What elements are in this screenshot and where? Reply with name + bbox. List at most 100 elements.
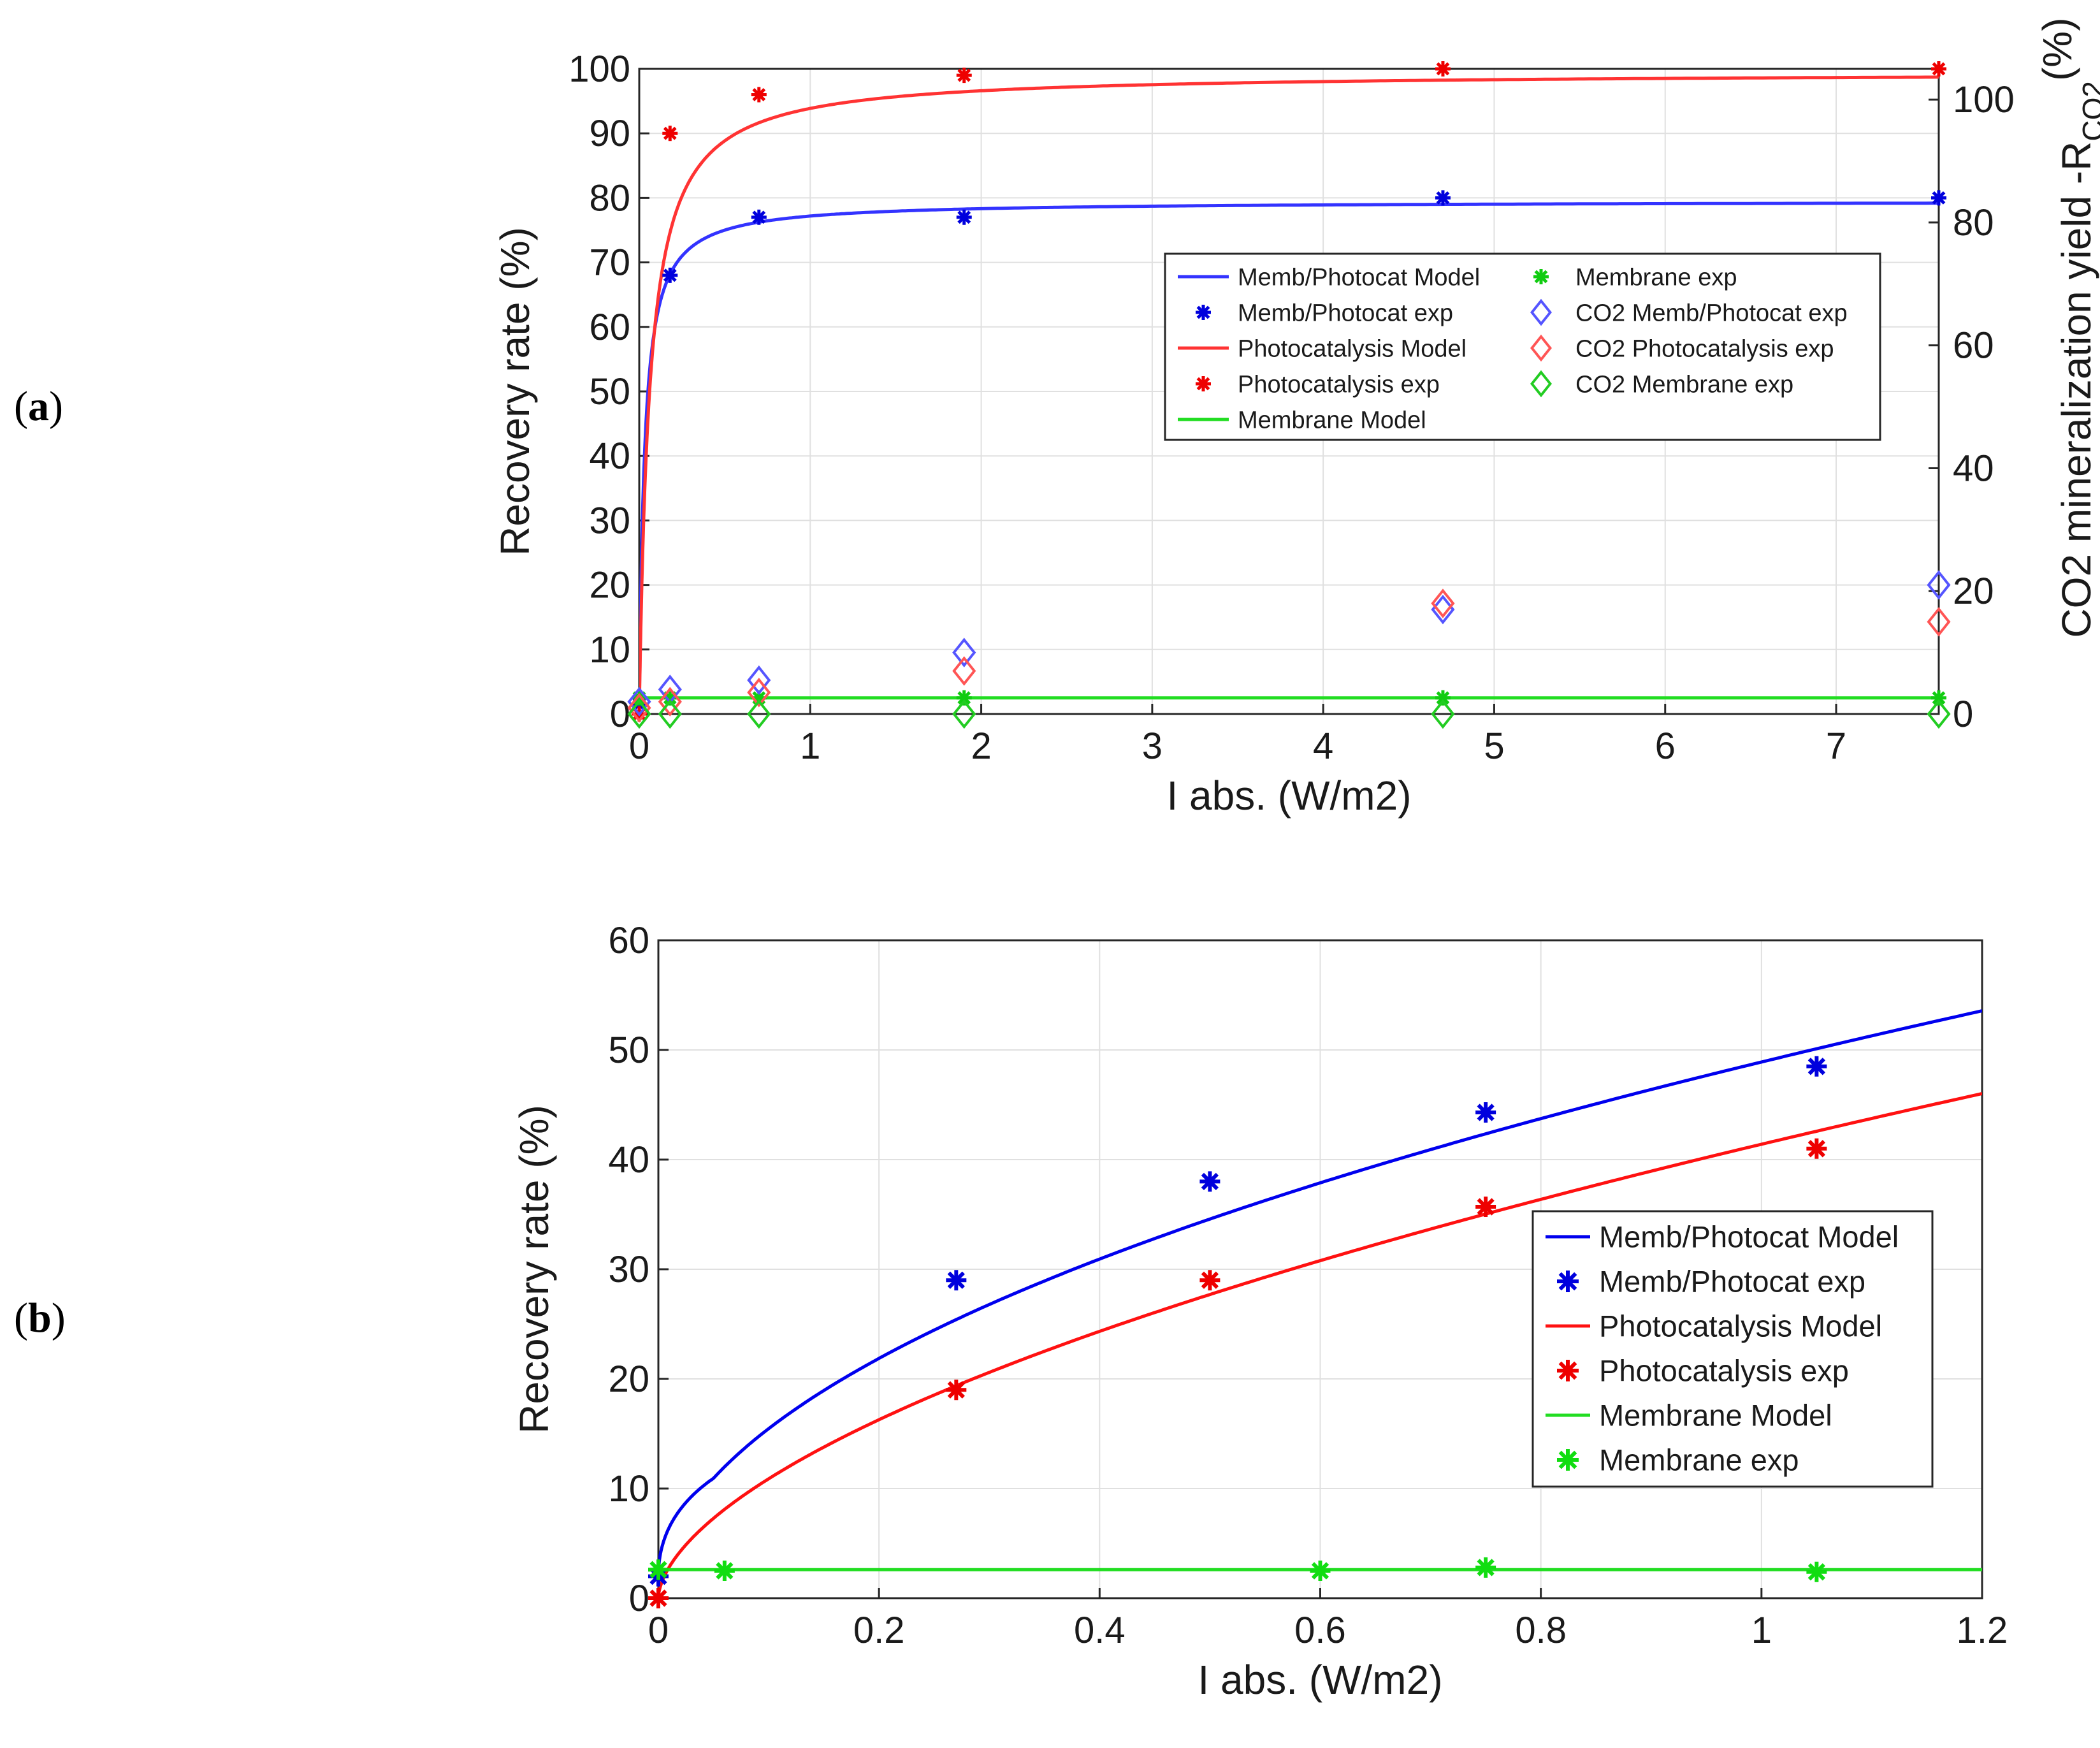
point-memb-photocat-exp (1435, 190, 1451, 206)
panel-label-b: (b) (14, 1295, 66, 1341)
point-membrane-exp (1310, 1561, 1331, 1581)
point-co2-photocatalysis-exp (1431, 588, 1455, 618)
point-photocatalysis-exp (648, 1588, 669, 1608)
y2-tick-label: 60 (1953, 325, 1994, 367)
legend-star-swatch (1533, 269, 1549, 284)
point-memb-photocat-exp (946, 1270, 967, 1291)
y-tick-label: 30 (589, 500, 630, 541)
y-tick-label: 0 (629, 1578, 649, 1619)
x-tick-label: 6 (1655, 725, 1676, 767)
legend-star-swatch (1196, 305, 1211, 320)
y-tick-label: 10 (589, 629, 630, 671)
x-tick-label: 7 (1826, 725, 1846, 767)
x-tick-label: 5 (1484, 725, 1504, 767)
x-tick-label: 1.2 (1957, 1610, 2008, 1651)
legend-entry-membrane-model: Membrane Model (1178, 407, 1426, 433)
point-co2-memb-photocat-exp (1927, 570, 1951, 600)
x-tick-label: 1 (1751, 1610, 1772, 1651)
point-photocatalysis-exp (1806, 1138, 1827, 1159)
point-photocatalysis-exp (751, 87, 767, 103)
y-tick-label: 50 (608, 1030, 649, 1071)
point-memb-photocat-exp (662, 267, 678, 283)
x-tick-label: 0.6 (1294, 1610, 1346, 1651)
point-memb-photocat-exp (1931, 190, 1946, 206)
x-tick-label: 0.4 (1074, 1610, 1126, 1651)
point-memb-photocat-exp (1475, 1102, 1496, 1123)
legend-entry-co2-memb-photocat-exp: CO2 Memb/Photocat exp (1530, 298, 1848, 326)
x-tick-label: 0 (629, 725, 649, 767)
point-membrane-exp (1806, 1561, 1827, 1582)
point-photocatalysis-exp (1435, 61, 1451, 76)
legend-entry-memb-photocat-exp: Memb/Photocat exp (1196, 300, 1453, 326)
y-tick-label: 60 (589, 307, 630, 348)
series-line-memb-photocat-model (639, 201, 1939, 714)
series-points-membrane-exp (648, 1557, 1827, 1582)
point-photocatalysis-exp (946, 1380, 967, 1401)
legend-star-swatch (1557, 1360, 1579, 1381)
y-tick-label: 50 (589, 371, 630, 412)
y-tick-label: 70 (589, 242, 630, 284)
y2-axis-title: CO2 mineralization yield -RCO2(%) (2034, 17, 2100, 637)
legend-entry-memb-photocat-exp: Memb/Photocat exp (1557, 1264, 1865, 1298)
legend-diamond-swatch (1530, 298, 1552, 326)
point-co2-membrane-exp (747, 699, 771, 729)
panel-label-a: (a) (14, 383, 63, 430)
x-axis-title: I abs. (W/m2) (1198, 1657, 1442, 1703)
point-photocatalysis-exp (1475, 1196, 1496, 1217)
legend-entry-membrane-exp: Membrane exp (1533, 264, 1737, 291)
legend-label: Memb/Photocat Model (1599, 1220, 1899, 1253)
y-tick-label: 60 (608, 920, 649, 961)
point-memb-photocat-exp (1199, 1171, 1220, 1192)
point-memb-photocat-exp (751, 209, 767, 225)
series-points-co2-photocatalysis-exp (627, 588, 1951, 723)
legend-label: Memb/Photocat exp (1238, 300, 1453, 326)
point-membrane-exp (714, 1561, 735, 1581)
x-tick-label: 3 (1142, 725, 1162, 767)
point-memb-photocat-exp (1806, 1056, 1827, 1077)
y-axis-title: Recovery rate (%) (492, 227, 538, 556)
legend-entry-photocatalysis-exp: Photocatalysis exp (1196, 371, 1440, 398)
x-tick-label: 0.2 (853, 1610, 905, 1651)
point-photocatalysis-exp (956, 68, 972, 84)
point-co2-photocatalysis-exp (952, 656, 976, 686)
y-axis-title: Recovery rate (%) (511, 1105, 557, 1434)
legend-label: Membrane exp (1599, 1443, 1799, 1476)
legend-label: Photocatalysis exp (1238, 371, 1440, 398)
legend: Memb/Photocat Model Memb/Photocat exp Phot… (1532, 1210, 1934, 1488)
series-points-co2-membrane-exp (627, 699, 1951, 729)
legend-label: Membrane exp (1575, 264, 1737, 291)
point-membrane-exp (1475, 1557, 1496, 1578)
point-co2-membrane-exp (627, 699, 651, 729)
y-tick-label: 10 (608, 1468, 649, 1510)
legend-star-swatch (1557, 1449, 1579, 1471)
x-axis-title: I abs. (W/m2) (1166, 773, 1411, 819)
y2-axis-title-unit: (%) (2034, 17, 2080, 81)
legend-label: Photocatalysis exp (1599, 1353, 1849, 1387)
y-tick-label: 20 (608, 1358, 649, 1400)
legend-diamond-swatch (1530, 334, 1552, 362)
y2-tick-label: 80 (1953, 202, 1994, 244)
point-co2-membrane-exp (1927, 699, 1951, 729)
legend-box (1164, 252, 1881, 441)
legend-entry-co2-photocatalysis-exp: CO2 Photocatalysis exp (1530, 334, 1834, 362)
y-tick-label: 40 (608, 1139, 649, 1181)
point-co2-memb-photocat-exp (627, 687, 651, 717)
legend-label: Photocatalysis Model (1599, 1309, 1882, 1343)
chart-b: 0 0.2 0.4 0.6 0.8 1 1.2 0 10 20 30 40 50 60 I abs. (W/… (511, 920, 2008, 1703)
point-co2-memb-photocat-exp (1431, 594, 1455, 625)
legend-entry-memb-photocat-model: Memb/Photocat Model (1178, 264, 1480, 291)
legend-label: Membrane Model (1599, 1398, 1832, 1432)
y-tick-label: 20 (589, 565, 630, 606)
legend-label: Photocatalysis Model (1238, 335, 1466, 362)
point-co2-membrane-exp (952, 699, 976, 729)
point-co2-memb-photocat-exp (952, 637, 976, 667)
legend-entry-memb-photocat-model: Memb/Photocat Model (1546, 1220, 1899, 1253)
chart-a: 0 1 2 3 4 5 6 701020304050607080901000204060801… (492, 17, 2100, 819)
y2-axis-title-sub: CO2 (2076, 81, 2100, 142)
legend: Memb/Photocat Model Memb/Photocat exp Phot… (1164, 252, 1881, 441)
point-memb-photocat-exp (956, 209, 972, 225)
y2-tick-label: 20 (1953, 571, 1994, 612)
point-co2-photocatalysis-exp (747, 678, 771, 708)
point-photocatalysis-exp (662, 126, 678, 142)
